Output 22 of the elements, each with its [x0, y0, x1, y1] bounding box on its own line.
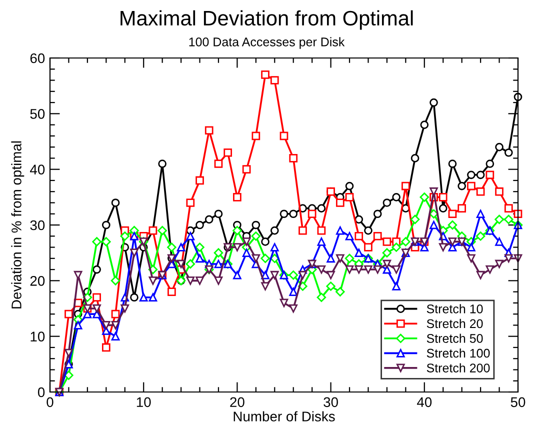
legend-label: Stretch 100: [426, 348, 490, 358]
x-tick-label: 30: [324, 397, 338, 408]
y-tick-label: 10: [30, 332, 45, 342]
x-axis-title: Number of Disks: [234, 411, 335, 422]
legend-label: Stretch 200: [426, 363, 490, 372]
x-tick-label: 40: [416, 397, 432, 408]
x-tick-label: 20: [230, 397, 244, 408]
x-tick-label: 10: [136, 397, 151, 408]
x-tick-label: 0: [46, 397, 54, 408]
y-tick-label: 60: [30, 53, 45, 64]
y-tick-label: 40: [30, 164, 45, 175]
legend-label: Stretch 10: [426, 304, 483, 314]
chart-subtitle: 100 Data Accesses per Disk: [189, 37, 345, 49]
legend-label: Stretch 20: [426, 318, 483, 328]
y-tick-label: 30: [30, 220, 45, 230]
y-tick-label: 20: [30, 276, 45, 286]
y-tick-label: 0: [38, 387, 45, 398]
chart-title: Maximal Deviation from Optimal: [120, 10, 413, 30]
y-tick-label: 50: [30, 109, 45, 119]
x-tick-label: 50: [510, 397, 526, 408]
legend-label: Stretch 50: [426, 334, 483, 343]
y-axis-title: Deviation in % from optimal: [11, 141, 24, 308]
